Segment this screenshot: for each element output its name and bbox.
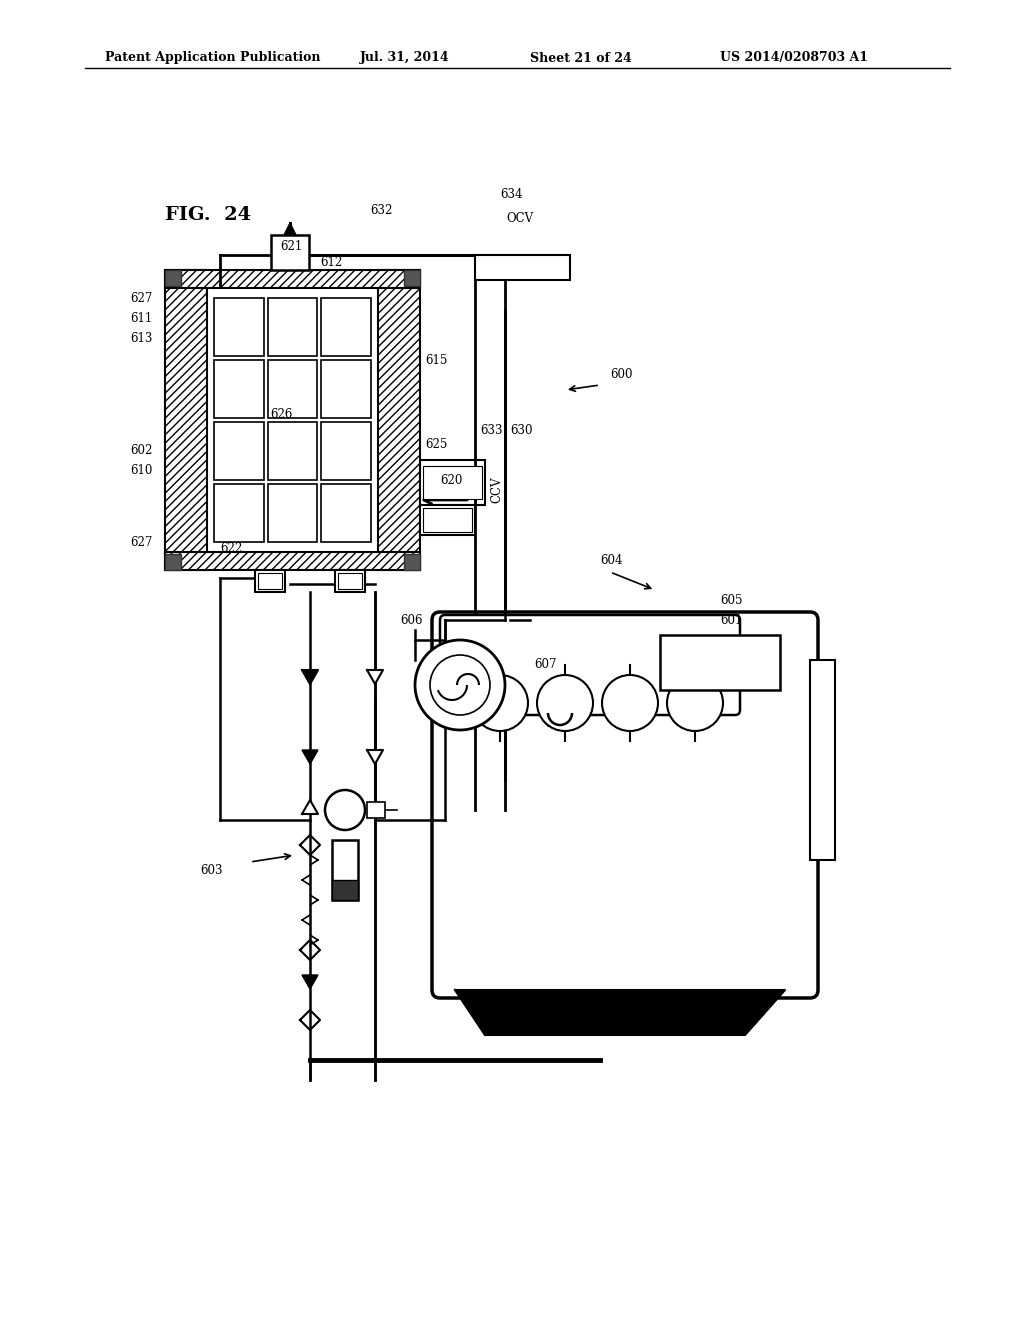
Text: Patent Application Publication: Patent Application Publication [105,51,321,65]
Text: 620: 620 [440,474,463,487]
Bar [810,660,835,861]
Polygon shape [303,801,317,813]
Polygon shape [302,671,318,684]
Text: 604: 604 [600,553,623,566]
Polygon shape [284,223,296,235]
Bar [165,552,420,570]
Bar [165,271,207,570]
Bar [475,255,570,280]
Bar [267,298,317,356]
Bar [271,235,309,271]
FancyBboxPatch shape [440,615,740,715]
Circle shape [667,675,723,731]
Polygon shape [368,751,382,762]
Text: 627: 627 [130,292,153,305]
Text: 610: 610 [130,463,153,477]
Text: 613: 613 [130,331,153,345]
Text: 603: 603 [200,863,222,876]
FancyBboxPatch shape [432,612,818,998]
Text: 621: 621 [280,240,302,253]
Bar [267,360,317,418]
Bar [255,570,285,591]
Bar [165,271,420,288]
Bar [214,298,263,356]
Bar [660,635,780,690]
Text: 627: 627 [130,536,153,549]
Bar [420,459,485,506]
Bar [423,466,482,499]
Circle shape [472,675,528,731]
Text: Jul. 31, 2014: Jul. 31, 2014 [360,51,450,65]
Bar [378,271,420,570]
Text: CCV: CCV [490,477,503,503]
Polygon shape [455,990,785,1035]
Bar [322,298,371,356]
Text: 611: 611 [130,312,153,325]
Text: 626: 626 [270,408,293,421]
Bar [367,803,385,818]
Bar [420,506,475,535]
Text: 601: 601 [720,614,742,627]
Bar [165,271,181,286]
Text: FIG.  24: FIG. 24 [165,206,251,224]
Text: 632: 632 [370,203,392,216]
Bar [404,554,420,570]
Text: US 2014/0208703 A1: US 2014/0208703 A1 [720,51,868,65]
Circle shape [325,789,365,830]
Bar [335,570,365,591]
Text: 606: 606 [400,614,423,627]
Bar [423,508,472,532]
Text: 605: 605 [720,594,742,606]
Text: 622: 622 [220,541,243,554]
Polygon shape [368,671,382,682]
Bar [267,484,317,543]
Circle shape [602,675,658,731]
Bar [214,360,263,418]
Text: 607: 607 [534,659,556,672]
Circle shape [537,675,593,731]
Text: 612: 612 [319,256,342,268]
Text: 625: 625 [425,438,447,451]
Bar [322,360,371,418]
Text: Sheet 21 of 24: Sheet 21 of 24 [530,51,632,65]
Bar [338,573,362,589]
Text: 615: 615 [425,354,447,367]
Text: 633: 633 [480,424,503,437]
Text: 600: 600 [610,368,633,381]
Text: 634: 634 [500,189,522,202]
Polygon shape [302,975,318,989]
Bar [165,554,181,570]
Text: 630: 630 [510,424,532,437]
Text: OCV: OCV [506,211,534,224]
Bar [258,573,282,589]
Circle shape [415,640,505,730]
Circle shape [430,655,490,715]
Bar [404,271,420,286]
Bar [322,422,371,480]
Polygon shape [302,750,318,764]
Bar [332,840,358,900]
Bar [214,422,263,480]
Bar [214,484,263,543]
Bar [267,422,317,480]
Text: 602: 602 [130,444,153,457]
Bar [332,880,358,900]
Bar [322,484,371,543]
